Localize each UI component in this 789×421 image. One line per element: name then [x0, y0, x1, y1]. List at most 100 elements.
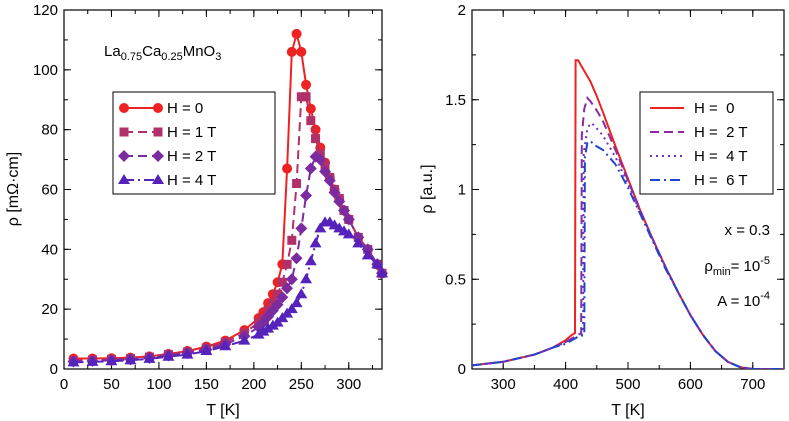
- left-series-line-2: [73, 155, 382, 363]
- left-legend-marker-0: [153, 103, 163, 113]
- left-series-point-3: [162, 350, 175, 361]
- right-x-tick-label: 500: [615, 376, 640, 393]
- left-y-tick-label: 20: [41, 301, 58, 318]
- left-series-point-3: [143, 352, 156, 363]
- annotation-x: x = 0.3: [725, 222, 770, 239]
- a-exponent: -4: [760, 290, 770, 302]
- left-series-point-2: [314, 153, 327, 166]
- left-ticks: 0 50 100 150 200 250 300 0 20 40 60 80 100 120: [33, 2, 382, 393]
- left-y-axis-label: ρ [mΩ·cm]: [5, 152, 22, 226]
- right-y-tick-label: 0: [458, 361, 466, 378]
- right-legend-label-1: H = 2 T: [694, 124, 748, 141]
- left-legend-marker-1: [153, 127, 163, 137]
- left-legend-marker-2: [152, 150, 164, 162]
- left-legend-marker-2: [118, 150, 130, 162]
- left-series-point-3: [238, 334, 251, 345]
- a-value: A = 10: [717, 293, 760, 310]
- left-series-point-1: [268, 298, 278, 308]
- left-series-point-3: [361, 249, 374, 260]
- right-ticks: 300 400 500 600 700 0 0.5 1 1.5 2: [445, 2, 785, 393]
- left-series-point-3: [300, 273, 313, 284]
- right-x-tick-label: 300: [491, 376, 516, 393]
- left-series-point-3: [124, 354, 137, 365]
- left-legend-marker-1: [119, 127, 129, 137]
- left-series-point-3: [219, 340, 232, 351]
- left-legend-label-3: H = 4 T: [167, 172, 216, 189]
- left-legend-marker-3: [118, 174, 130, 184]
- left-y-tick-label: 40: [41, 241, 58, 258]
- left-x-tick-label: 200: [241, 376, 266, 393]
- left-series-point-3: [285, 303, 298, 314]
- left-y-tick-label: 0: [50, 361, 58, 378]
- left-series-point-3: [352, 237, 365, 248]
- left-series-point-2: [300, 189, 313, 202]
- left-series-point-2: [319, 165, 332, 178]
- left-series-point-0: [291, 28, 302, 39]
- right-legend-label-3: H = 6 T: [694, 172, 748, 189]
- left-x-tick-label: 150: [194, 376, 219, 393]
- left-series-point-1: [292, 179, 302, 189]
- formula-sub3: 3: [215, 51, 221, 63]
- left-series-point-2: [333, 195, 346, 208]
- left-series-point-0: [296, 46, 307, 57]
- left-series-point-3: [290, 297, 303, 308]
- right-legend: H = 0 H = 2 T H = 4 T H = 6 T: [639, 91, 774, 195]
- left-series-point-1: [296, 92, 306, 102]
- left-series-point-0: [310, 124, 321, 135]
- left-series-point-0: [282, 163, 293, 174]
- left-series-point-3: [295, 288, 308, 299]
- left-series-point-3: [105, 355, 118, 366]
- formula-sub2: 0.25: [161, 51, 182, 63]
- left-series-point-1: [311, 134, 321, 144]
- rho-symbol: ρ: [704, 258, 713, 275]
- left-series-point-1: [282, 259, 292, 269]
- left-legend-marker-0: [119, 103, 129, 113]
- right-legend-label-0: H = 0: [694, 100, 734, 117]
- left-series-point-1: [273, 289, 283, 299]
- right-series-line-1: [472, 96, 784, 369]
- left-x-tick-label: 100: [146, 376, 171, 393]
- right-y-tick-label: 1.5: [445, 92, 466, 109]
- left-legend-marker-3: [152, 174, 164, 184]
- formula-ca: Ca: [142, 43, 162, 60]
- rho-value: = 10: [731, 258, 761, 275]
- right-y-tick-label: 2: [458, 2, 466, 19]
- left-series-point-2: [290, 252, 303, 265]
- left-x-tick-label: 250: [289, 376, 314, 393]
- left-series-point-2: [338, 204, 351, 217]
- right-legend-label-2: H = 4 T: [694, 148, 748, 165]
- left-y-tick-label: 120: [33, 2, 58, 19]
- right-y-axis-label: ρ [a.u.]: [419, 164, 436, 213]
- left-x-tick-label: 50: [103, 376, 120, 393]
- left-series-point-2: [323, 174, 336, 187]
- compound-formula: La0.75Ca0.25MnO3: [104, 43, 221, 63]
- left-series: [67, 28, 388, 368]
- rho-subscript: min: [713, 266, 731, 278]
- left-y-tick-label: 100: [33, 62, 58, 79]
- formula-sub1: 0.75: [121, 51, 142, 63]
- left-x-tick-label: 0: [60, 376, 68, 393]
- right-x-tick-label: 700: [740, 376, 765, 393]
- left-series-point-0: [286, 46, 297, 57]
- right-series: [472, 59, 784, 369]
- left-series-point-3: [200, 345, 213, 356]
- left-legend-label-1: H = 1 T: [167, 124, 216, 141]
- annotation-rho-min: ρmin= 10-5: [704, 255, 770, 278]
- left-series-point-2: [342, 213, 355, 226]
- left-series-point-2: [276, 291, 289, 304]
- left-series-point-1: [306, 116, 316, 126]
- left-series-point-1: [301, 92, 311, 102]
- right-y-tick-label: 0.5: [445, 271, 466, 288]
- left-series-point-2: [281, 282, 294, 295]
- left-series-point-0: [301, 79, 312, 90]
- left-series-point-2: [285, 273, 298, 286]
- left-series-point-3: [86, 355, 99, 366]
- left-series-point-3: [314, 222, 327, 233]
- right-x-tick-label: 400: [553, 376, 578, 393]
- left-y-tick-label: 60: [41, 182, 58, 199]
- left-y-tick-label: 80: [41, 122, 58, 139]
- left-series-point-3: [67, 356, 80, 367]
